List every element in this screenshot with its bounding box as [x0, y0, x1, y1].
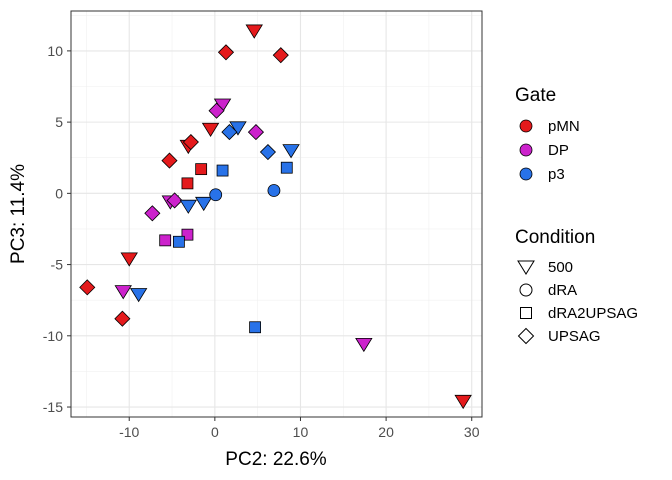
plot-panel-background: [71, 11, 482, 417]
point-dp-dra2upsag: [159, 234, 172, 247]
legend-label-500: 500: [548, 259, 573, 276]
point-dp-dra2upsag: [181, 228, 194, 241]
point-p3-dra: [209, 188, 223, 202]
point-pmn-upsag: [217, 44, 235, 61]
x-axis-ticks: -10 0 10 20 30: [119, 417, 480, 440]
point-pmn-500: [245, 24, 263, 39]
point-p3-dra2upsag: [280, 161, 293, 174]
point-p3-dra: [267, 184, 281, 197]
legend-key-dp: [519, 143, 533, 157]
point-pmn-upsag: [182, 133, 199, 151]
y-tick-label: 5: [55, 114, 63, 130]
y-tick-label: -15: [43, 399, 63, 415]
point-dp-upsag: [208, 102, 225, 119]
point-pmn-500: [120, 252, 138, 267]
legend-key-dra2upsag: [520, 307, 532, 319]
y-axis-title: PC3: 11.4%: [8, 164, 29, 264]
point-pmn-upsag: [79, 279, 96, 296]
point-p3-dra2upsag: [249, 321, 261, 334]
legend-label-dra2upsag: dRA2UPSAG: [548, 305, 638, 322]
x-tick-label: 10: [293, 424, 309, 440]
legend-title-gate: Gate: [515, 85, 556, 106]
legend-label-dra: dRA: [548, 282, 577, 299]
point-p3-500: [229, 121, 247, 136]
x-tick-label: -10: [119, 424, 139, 440]
point-p3-upsag: [221, 124, 238, 141]
point-p3-dra2upsag: [216, 164, 229, 177]
point-pmn-upsag: [114, 310, 131, 327]
point-dp-500: [355, 337, 373, 353]
y-tick-label: 10: [47, 43, 63, 59]
y-axis-ticks: -15 -10 -5 0 5 10: [43, 43, 71, 415]
point-dp-upsag: [247, 124, 265, 141]
point-p3-upsag: [259, 143, 277, 161]
point-pmn-upsag: [272, 47, 289, 64]
point-dp-upsag: [144, 205, 161, 222]
data-points: [79, 24, 472, 410]
point-pmn-upsag: [161, 152, 178, 169]
legend-key-p3: [519, 167, 533, 181]
legend-key-upsag: [517, 327, 535, 345]
plot-panel-border: [70, 10, 483, 418]
y-tick-label: -5: [51, 257, 64, 273]
legend-label-p3: p3: [548, 166, 565, 183]
y-tick-label: -10: [43, 328, 63, 344]
point-p3-500: [282, 144, 300, 159]
legend-title-condition: Condition: [515, 227, 595, 248]
point-p3-500: [195, 196, 213, 212]
x-tick-label: 0: [211, 424, 219, 440]
legend-label-dp: DP: [548, 142, 569, 159]
x-tick-label: 30: [464, 424, 480, 440]
point-pmn-500: [201, 122, 220, 138]
point-p3-500: [129, 288, 148, 303]
point-pmn-dra2upsag: [181, 177, 194, 190]
x-axis-title: PC2: 22.6%: [225, 449, 326, 470]
legend-key-500: [517, 260, 535, 275]
point-p3-dra2upsag: [172, 235, 185, 248]
point-dp-upsag: [166, 192, 183, 209]
point-p3-500: [179, 199, 198, 214]
grid-lines: [71, 11, 482, 417]
point-pmn-500: [454, 394, 472, 410]
legend-label-pmn: pMN: [548, 118, 580, 135]
point-pmn-dra2upsag: [195, 163, 208, 176]
legends: Gate pMN DP p3 Condition 500 dRA dRA2UPSAG UPSAG: [515, 85, 638, 345]
legend-label-upsag: UPSAG: [548, 328, 601, 345]
x-tick-label: 20: [378, 424, 394, 440]
point-dp-500: [114, 285, 132, 300]
legend-key-dra: [519, 283, 533, 297]
legend-key-pmn: [519, 119, 533, 133]
y-tick-label: 0: [55, 185, 63, 201]
